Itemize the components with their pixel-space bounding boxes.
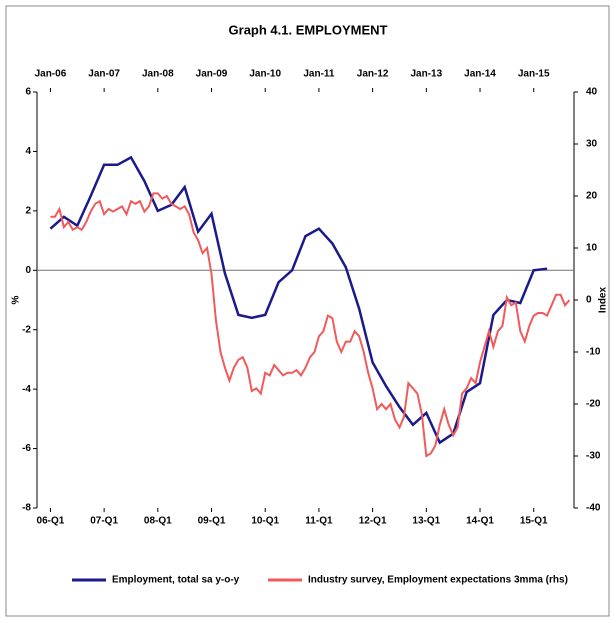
y-tick-label: 6 — [25, 87, 31, 98]
x2-tick-label: Jan-14 — [464, 69, 496, 80]
legend-label: Industry survey, Employment expectations… — [308, 575, 568, 586]
x-tick-label: 12-Q1 — [359, 516, 387, 527]
x-tick-label: 08-Q1 — [144, 516, 172, 527]
y2-tick-label: 30 — [586, 139, 598, 150]
series-line — [49, 155, 548, 445]
chart-title: Graph 4.1. EMPLOYMENT — [229, 22, 388, 37]
x-tick-label: 07-Q1 — [90, 516, 118, 527]
y2-tick-label: -40 — [586, 503, 601, 514]
legend-label: Employment, total sa y-o-y — [112, 575, 240, 586]
series-line — [50, 192, 571, 458]
x2-tick-label: Jan-15 — [518, 69, 550, 80]
x2-tick-label: Jan-07 — [88, 69, 120, 80]
x-tick-label: 13-Q1 — [412, 516, 440, 527]
chart-border — [5, 5, 610, 617]
y-tick-label: 2 — [25, 205, 31, 216]
y2-tick-label: 20 — [586, 191, 598, 202]
x2-tick-label: Jan-06 — [35, 69, 67, 80]
y2-tick-label: -20 — [586, 399, 601, 410]
y-tick-label: -6 — [22, 443, 31, 454]
y-tick-label: -2 — [22, 324, 31, 335]
x2-tick-label: Jan-09 — [196, 69, 228, 80]
y-tick-label: 0 — [25, 265, 31, 276]
y2-tick-label: -30 — [586, 451, 601, 462]
y-tick-label: -8 — [22, 503, 31, 514]
x2-tick-label: Jan-08 — [142, 69, 174, 80]
y2-tick-label: 40 — [586, 87, 598, 98]
y2-tick-label: 0 — [586, 295, 592, 306]
x-tick-label: 06-Q1 — [37, 516, 65, 527]
y2-axis-label: Index — [598, 287, 609, 314]
x-tick-label: 10-Q1 — [251, 516, 279, 527]
x2-tick-label: Jan-13 — [410, 69, 442, 80]
y2-tick-label: 10 — [586, 243, 598, 254]
y-axis-label: % — [11, 295, 22, 304]
x2-tick-label: Jan-12 — [357, 69, 389, 80]
x2-tick-label: Jan-10 — [249, 69, 281, 80]
x2-tick-label: Jan-11 — [303, 69, 335, 80]
x-tick-label: 09-Q1 — [198, 516, 226, 527]
y-tick-label: 4 — [25, 146, 31, 157]
x-tick-label: 14-Q1 — [466, 516, 494, 527]
y2-tick-label: -10 — [586, 347, 601, 358]
x-tick-label: 15-Q1 — [520, 516, 548, 527]
x-tick-label: 11-Q1 — [305, 516, 333, 527]
y-tick-label: -4 — [22, 384, 31, 395]
